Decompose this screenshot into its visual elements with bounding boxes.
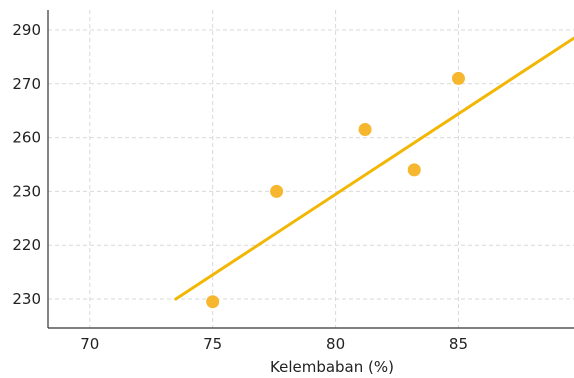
y-tick-label: 230: [12, 182, 41, 200]
x-tick-label: 85: [449, 335, 468, 353]
data-points: [206, 71, 465, 309]
y-tick-label: 290: [12, 21, 41, 39]
y-tick-labels: 230 220 230 260 270 290: [12, 21, 41, 308]
y-tick-label: 230: [12, 290, 41, 308]
trend-line: [174, 36, 574, 301]
data-point: [206, 295, 220, 309]
x-tick-labels: 707580859: [80, 335, 468, 353]
y-tick-label: 220: [12, 236, 41, 254]
y-tick-label: 260: [12, 129, 41, 147]
data-point: [451, 71, 465, 85]
x-tick-label: 75: [203, 335, 222, 353]
data-point: [358, 123, 372, 137]
x-axis-title: Kelembaban (%): [270, 358, 394, 376]
grid: [48, 10, 574, 328]
x-tick-label: 80: [326, 335, 345, 353]
data-point: [270, 184, 284, 198]
data-point: [407, 163, 421, 177]
x-tick-label: 70: [80, 335, 99, 353]
y-tick-label: 270: [12, 75, 41, 93]
